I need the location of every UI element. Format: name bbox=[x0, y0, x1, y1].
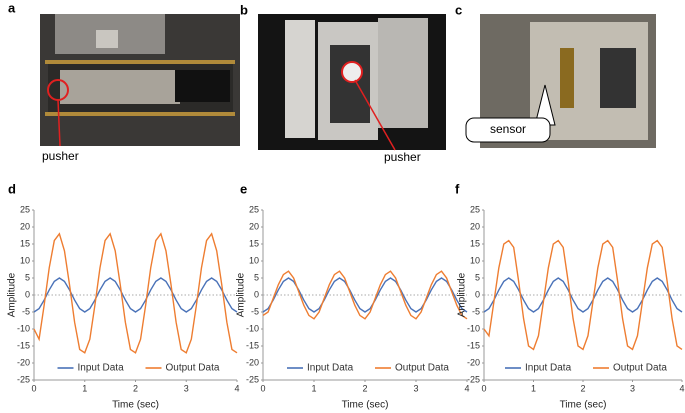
y-tick-label: -25 bbox=[17, 374, 30, 384]
y-tick-label: -10 bbox=[246, 323, 259, 333]
panel-label: e bbox=[240, 181, 247, 196]
photo-a bbox=[40, 14, 240, 147]
x-tick-label: 0 bbox=[481, 383, 486, 393]
y-axis-title: Amplitude bbox=[236, 272, 247, 317]
panel-label: a bbox=[8, 0, 16, 15]
x-tick-label: 4 bbox=[464, 383, 469, 393]
x-tick-label: 3 bbox=[413, 383, 418, 393]
x-tick-label: 1 bbox=[82, 383, 87, 393]
legend-label: Output Data bbox=[166, 363, 220, 374]
legend-label: Input Data bbox=[78, 363, 125, 374]
y-tick-label: 10 bbox=[20, 255, 30, 265]
x-tick-label: 0 bbox=[260, 383, 265, 393]
y-axis-title: Amplitude bbox=[7, 272, 18, 317]
y-tick-label: 0 bbox=[25, 289, 30, 299]
y-tick-label: 5 bbox=[254, 272, 259, 282]
y-tick-label: 0 bbox=[475, 289, 480, 299]
x-tick-label: 1 bbox=[311, 383, 316, 393]
x-tick-label: 2 bbox=[580, 383, 585, 393]
y-tick-label: 15 bbox=[20, 238, 30, 248]
series-line bbox=[483, 277, 683, 313]
y-tick-label: -10 bbox=[17, 323, 30, 333]
legend-label: Input Data bbox=[307, 363, 354, 374]
y-tick-label: 20 bbox=[470, 221, 480, 231]
x-axis-title: Time (sec) bbox=[342, 400, 389, 411]
callout: sensor bbox=[490, 122, 526, 136]
y-tick-label: -25 bbox=[467, 374, 480, 384]
x-tick-label: 3 bbox=[184, 383, 189, 393]
y-tick-label: 20 bbox=[249, 221, 259, 231]
panel-label: d bbox=[8, 181, 16, 196]
y-tick-label: -15 bbox=[467, 340, 480, 350]
callout: pusher bbox=[42, 149, 79, 163]
y-tick-label: -20 bbox=[17, 357, 30, 367]
panel-label: c bbox=[455, 2, 462, 17]
y-tick-label: 0 bbox=[254, 289, 259, 299]
y-tick-label: -5 bbox=[472, 306, 480, 316]
y-tick-label: 20 bbox=[20, 221, 30, 231]
y-axis-title: Amplitude bbox=[457, 272, 468, 317]
y-tick-label: 15 bbox=[249, 238, 259, 248]
y-tick-label: -25 bbox=[246, 374, 259, 384]
x-axis-title: Time (sec) bbox=[112, 400, 159, 411]
y-tick-label: -10 bbox=[467, 323, 480, 333]
legend-label: Output Data bbox=[395, 363, 449, 374]
y-tick-label: -15 bbox=[17, 340, 30, 350]
y-tick-label: 25 bbox=[470, 204, 480, 214]
x-tick-label: 1 bbox=[531, 383, 536, 393]
panel-label: b bbox=[240, 2, 248, 17]
series-line bbox=[262, 270, 468, 320]
y-tick-label: 5 bbox=[25, 272, 30, 282]
y-tick-label: 15 bbox=[470, 238, 480, 248]
photo-b bbox=[258, 14, 446, 151]
series-line bbox=[33, 232, 238, 354]
series-line bbox=[33, 277, 238, 313]
y-tick-label: 5 bbox=[475, 272, 480, 282]
y-tick-label: -15 bbox=[246, 340, 259, 350]
y-tick-label: 10 bbox=[249, 255, 259, 265]
y-tick-label: -5 bbox=[22, 306, 30, 316]
y-tick-label: 10 bbox=[470, 255, 480, 265]
legend-label: Output Data bbox=[613, 363, 667, 374]
legend-label: Input Data bbox=[525, 363, 572, 374]
y-tick-label: -20 bbox=[246, 357, 259, 367]
y-tick-label: 25 bbox=[20, 204, 30, 214]
x-tick-label: 0 bbox=[31, 383, 36, 393]
y-tick-label: 25 bbox=[249, 204, 259, 214]
y-tick-label: -5 bbox=[251, 306, 259, 316]
callout: pusher bbox=[384, 150, 421, 164]
x-tick-label: 3 bbox=[630, 383, 635, 393]
x-tick-label: 2 bbox=[133, 383, 138, 393]
x-axis-title: Time (sec) bbox=[560, 400, 607, 411]
panel-label: f bbox=[455, 181, 460, 196]
x-tick-label: 2 bbox=[362, 383, 367, 393]
x-tick-label: 4 bbox=[234, 383, 239, 393]
series-line bbox=[483, 239, 683, 351]
y-tick-label: -20 bbox=[467, 357, 480, 367]
x-tick-label: 4 bbox=[679, 383, 684, 393]
photo-c bbox=[465, 14, 656, 148]
